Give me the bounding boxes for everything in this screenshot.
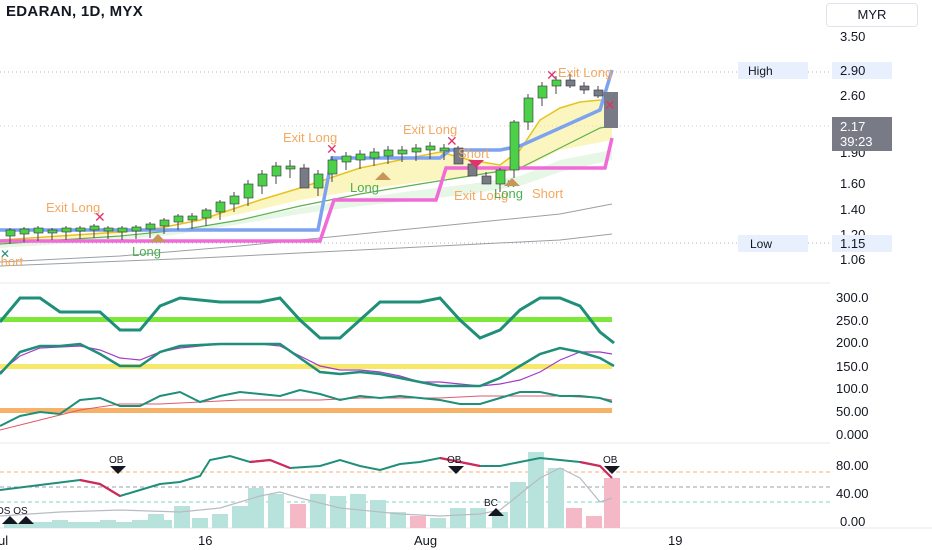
- high-pill: [738, 62, 808, 79]
- time-axis-label: ul: [0, 533, 8, 548]
- ob-label: OB: [447, 455, 462, 466]
- bc-label: BC: [484, 498, 498, 509]
- ma-line-yellow: [0, 99, 613, 241]
- exit-marker-icon: ✕: [94, 209, 106, 225]
- price-axis-label: 1.40: [840, 202, 865, 217]
- os-triangle-icon: [2, 516, 18, 524]
- signal-exit-long: Exit Long: [558, 65, 612, 80]
- upper-band: [0, 69, 614, 232]
- ob-label: OB: [109, 455, 124, 466]
- ma-line-gray: [0, 203, 613, 263]
- signal-exit-long: Exit Long: [46, 200, 100, 215]
- low-label: Low: [750, 237, 772, 251]
- signal-short: Short: [0, 254, 23, 269]
- price-axis-label: 2.60: [840, 88, 865, 103]
- os-label: OS OS: [0, 506, 28, 517]
- rsi-line-up: [0, 454, 601, 498]
- signal-short: Short: [458, 146, 489, 161]
- lower-band: [0, 137, 614, 243]
- exit-marker-icon: ✕: [604, 97, 616, 113]
- osc-level-lower: [0, 408, 612, 413]
- ob-triangle-icon: [110, 466, 126, 474]
- ribbon-fill: [0, 100, 612, 244]
- osc-axis-label: 300.0: [836, 290, 869, 305]
- price-axis-label: 1.06: [840, 252, 865, 267]
- last-price-value: 2.17: [840, 119, 865, 134]
- ob-triangle-icon: [448, 466, 464, 474]
- chart-title: EDARAN, 1D, MYX: [6, 3, 144, 20]
- ob-label: OB: [603, 455, 618, 466]
- osc-axis-label: 200.0: [836, 335, 869, 350]
- exit-marker-icon: ✕: [326, 141, 338, 157]
- currency-button[interactable]: MYR: [826, 3, 918, 27]
- time-axis-label: Aug: [414, 533, 437, 548]
- exit-marker-icon: ✕: [446, 133, 458, 149]
- long-triangle-icon: [504, 178, 520, 186]
- bc-triangle-icon: [488, 508, 504, 516]
- osc-axis-label: 50.00: [836, 404, 869, 419]
- ma-line-green: [0, 125, 613, 245]
- osc-level-upper: [0, 317, 612, 322]
- osc-level-middle: [0, 364, 612, 369]
- price-axis-label: 3.50: [840, 29, 865, 44]
- ob-triangle-icon: [604, 466, 620, 474]
- high-value: 2.90: [840, 63, 865, 78]
- signal-exit-long: Exit Long: [403, 122, 457, 137]
- bar-countdown: 39:23: [840, 134, 873, 149]
- osc-line-top: [0, 296, 615, 345]
- time-axis-label: 19: [668, 533, 682, 548]
- signal-long: Long: [350, 180, 379, 195]
- os-triangle-icon: [18, 516, 34, 524]
- signal-exit-long: Exit Long: [454, 188, 508, 203]
- osc-axis-label: 150.0: [836, 359, 869, 374]
- signal-long: Long: [494, 186, 523, 201]
- osc-line-mid: [0, 343, 613, 387]
- entry-marker-icon: ✕: [0, 247, 10, 261]
- candles: [5, 74, 604, 244]
- signal-long: Long: [132, 244, 161, 259]
- time-axis-label: 16: [198, 533, 212, 548]
- signal-exit-long: Exit Long: [283, 130, 337, 145]
- long-triangle-icon: [375, 172, 391, 180]
- last-price-pill: [832, 117, 892, 151]
- osc-axis-label: 0.000: [836, 427, 869, 442]
- long-triangle-icon: [150, 234, 166, 242]
- rsi-axis-label: 80.00: [836, 458, 869, 473]
- rsi-axis-label: 40.00: [836, 486, 869, 501]
- volume-bars: [4, 452, 620, 528]
- low-value: 1.15: [840, 236, 865, 251]
- short-triangle-icon: [468, 160, 484, 168]
- low-pill: [738, 235, 808, 252]
- rsi-gray-line: [0, 467, 613, 517]
- osc-axis-label: 100.0: [836, 381, 869, 396]
- price-axis-label: 1.60: [840, 176, 865, 191]
- rsi-axis-label: 0.00: [840, 514, 865, 529]
- high-label: High: [748, 64, 773, 78]
- osc-axis-label: 250.0: [836, 313, 869, 328]
- signal-short: Short: [532, 186, 563, 201]
- exit-marker-icon: ✕: [546, 67, 558, 83]
